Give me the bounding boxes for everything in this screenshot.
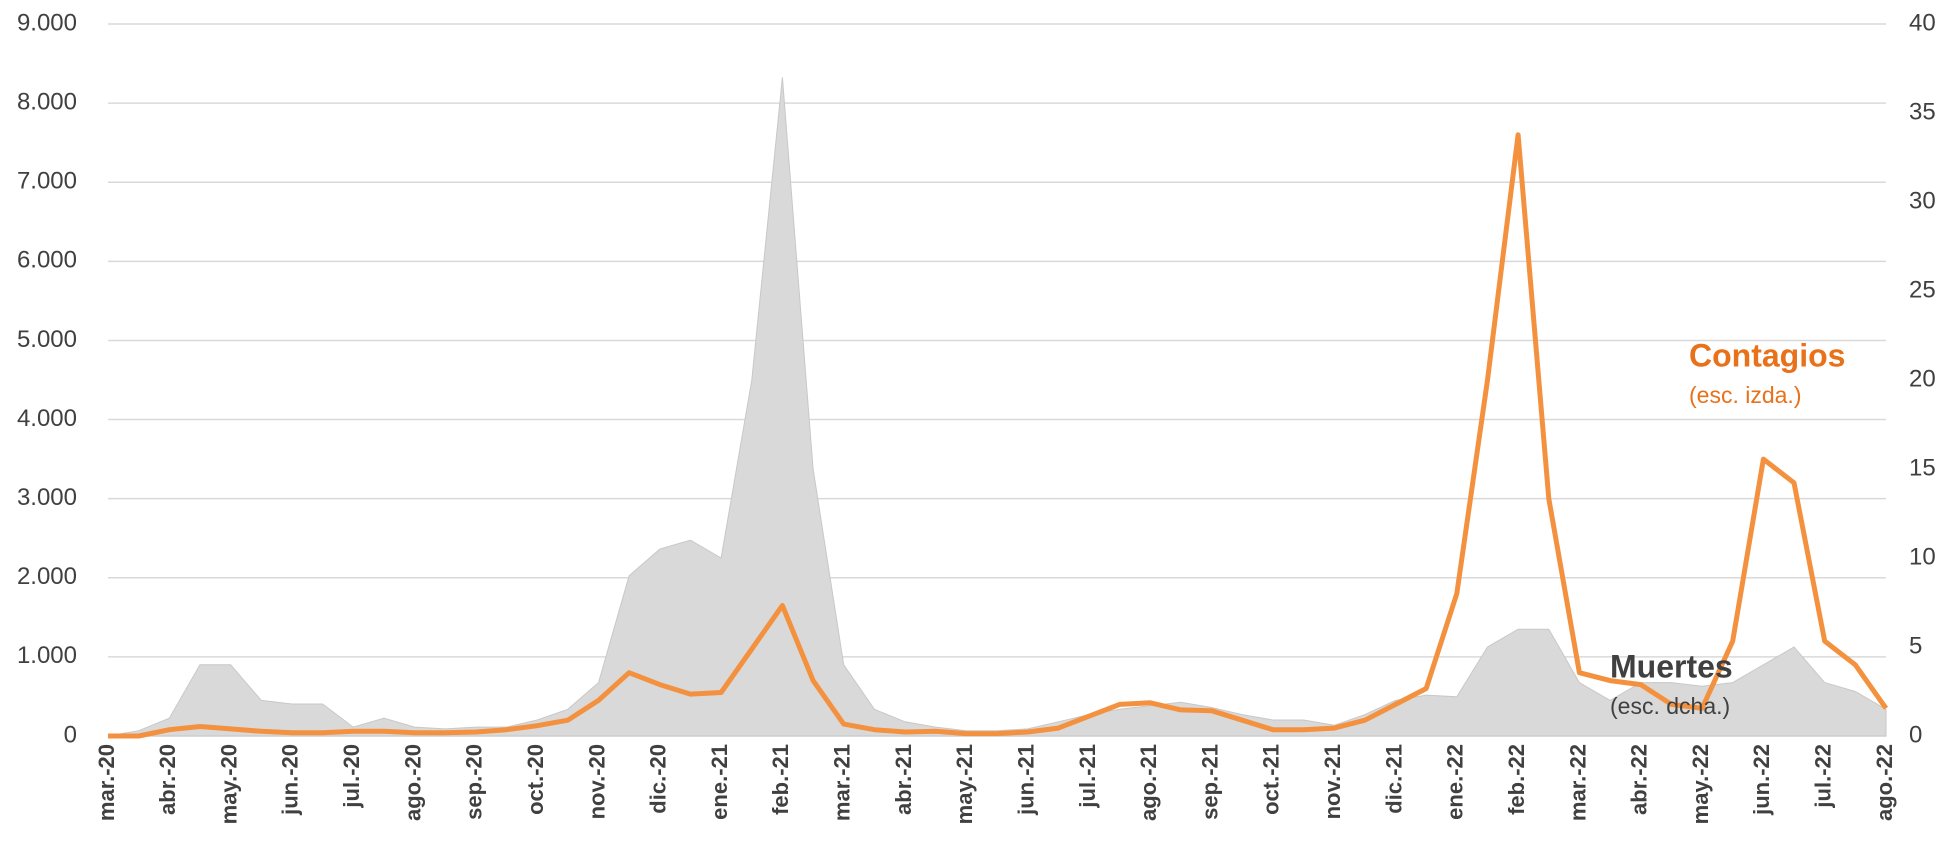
series-label: Muertes xyxy=(1610,648,1733,684)
x-tick-label: may.-20 xyxy=(216,744,241,824)
y-tick-label: 7.000 xyxy=(17,168,77,195)
x-tick-label: may.-22 xyxy=(1688,744,1713,824)
x-tick-label: mar.-22 xyxy=(1565,744,1590,821)
x-tick-label: feb.-22 xyxy=(1504,744,1529,815)
x-tick-label: oct.-21 xyxy=(1259,744,1284,815)
x-tick-label: mar.-21 xyxy=(830,744,855,821)
series-label: Contagios xyxy=(1689,337,1845,373)
x-tick-label: abr.-21 xyxy=(891,744,916,815)
x-tick-label: jul.-21 xyxy=(1075,744,1100,809)
x-tick-label: dic.-21 xyxy=(1381,744,1406,814)
x-tick-label: sep.-20 xyxy=(462,744,487,820)
x-tick-label: abr.-20 xyxy=(155,744,180,815)
y2-tick-label: 20 xyxy=(1909,365,1936,392)
y-tick-label: 2.000 xyxy=(17,563,77,590)
x-tick-label: ago.-21 xyxy=(1136,744,1161,821)
x-tick-label: ene.-21 xyxy=(707,744,732,820)
y2-tick-label: 15 xyxy=(1909,454,1936,481)
y2-tick-label: 40 xyxy=(1909,9,1936,36)
y2-tick-label: 0 xyxy=(1909,721,1922,748)
x-tick-label: may.-21 xyxy=(952,744,977,824)
y2-tick-label: 30 xyxy=(1909,187,1936,214)
x-tick-label: dic.-20 xyxy=(646,744,671,814)
x-tick-label: jun.-20 xyxy=(278,744,303,816)
x-tick-label: mar.-20 xyxy=(94,744,119,821)
line xyxy=(108,132,1889,739)
y-tick-label: 9.000 xyxy=(17,9,77,36)
x-tick-label: jun.-21 xyxy=(1013,744,1038,816)
y-tick-label: 3.000 xyxy=(17,484,77,511)
y-tick-label: 1.000 xyxy=(17,642,77,669)
x-tick-label: jun.-22 xyxy=(1749,744,1774,816)
x-tick-label: ago.-20 xyxy=(400,744,425,821)
series-note: (esc. dcha.) xyxy=(1610,693,1730,719)
y-tick-label: 5.000 xyxy=(17,326,77,353)
y2-tick-label: 25 xyxy=(1909,276,1936,303)
y2-tick-label: 5 xyxy=(1909,632,1922,659)
x-tick-label: nov.-20 xyxy=(584,744,609,819)
series-note: (esc. izda.) xyxy=(1689,382,1801,408)
y2-tick-label: 35 xyxy=(1909,98,1936,125)
area xyxy=(107,77,1887,737)
x-tick-label: feb.-21 xyxy=(768,744,793,815)
y-tick-label: 0 xyxy=(64,721,77,748)
y-tick-label: 6.000 xyxy=(17,247,77,274)
x-tick-label: ene.-22 xyxy=(1443,744,1468,820)
x-tick-label: sep.-21 xyxy=(1197,744,1222,820)
x-tick-label: ago.-22 xyxy=(1872,744,1897,821)
x-tick-label: jul.-20 xyxy=(339,744,364,809)
x-tick-label: oct.-20 xyxy=(523,744,548,815)
y2-tick-label: 10 xyxy=(1909,543,1936,570)
x-tick-label: abr.-22 xyxy=(1627,744,1652,815)
x-tick-label: jul.-22 xyxy=(1811,744,1836,809)
y-tick-label: 4.000 xyxy=(17,405,77,432)
y-tick-label: 8.000 xyxy=(17,88,77,115)
x-tick-label: nov.-21 xyxy=(1320,744,1345,819)
